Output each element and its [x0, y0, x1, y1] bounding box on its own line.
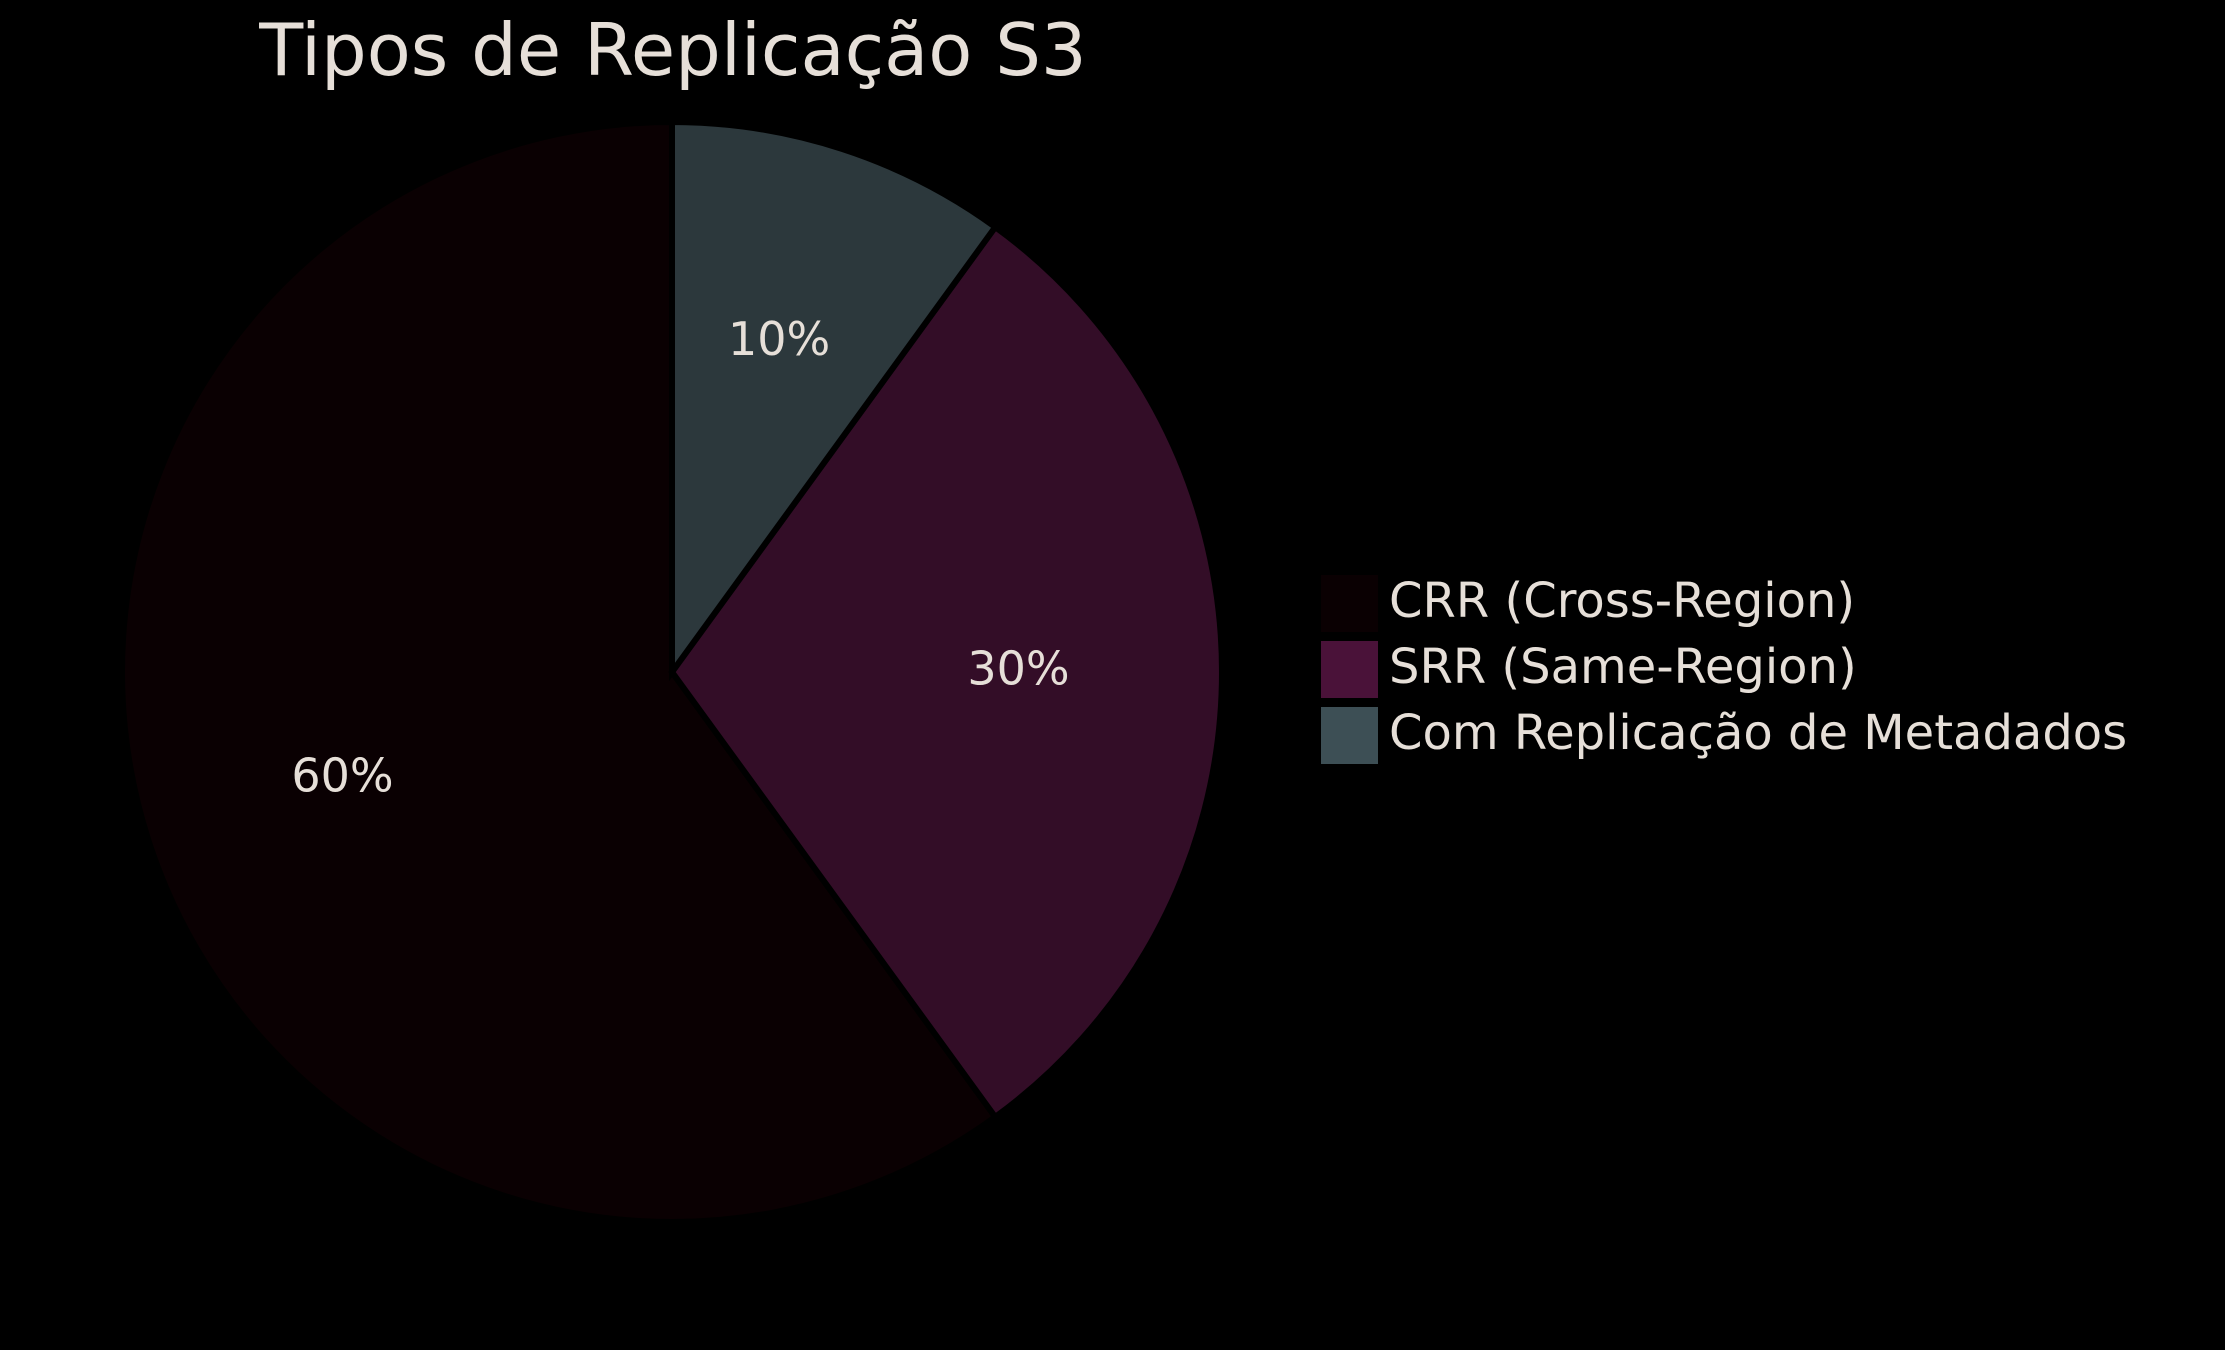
- pie-label-com-replica-o-de-metadados: 10%: [728, 312, 830, 366]
- legend-item-metadata: Com Replicação de Metadados: [1321, 705, 2127, 764]
- pie-slices: [119, 118, 1225, 1225]
- legend-swatch-srr: [1321, 641, 1378, 698]
- pie-slice-crr-cross-region: [119, 118, 1000, 1225]
- pie-slice-labels: 60% 30% 10%: [291, 312, 1069, 803]
- pie-slice-com-replica-o-de-metadados: [669, 118, 1000, 682]
- legend-label-crr: CRR (Cross-Region): [1389, 573, 1855, 629]
- legend-label-metadata: Com Replicação de Metadados: [1389, 705, 2127, 761]
- legend-swatch-metadata: [1321, 707, 1378, 764]
- pie-slice-srr-same-region: [668, 222, 1225, 1122]
- pie-label-srr-same-region: 30%: [967, 642, 1069, 696]
- pie-label-crr-cross-region: 60%: [291, 749, 393, 803]
- chart-title: Tipos de Replicação S3: [258, 8, 1086, 92]
- legend: CRR (Cross-Region) SRR (Same-Region) Com…: [1321, 573, 2127, 764]
- legend-label-srr: SRR (Same-Region): [1389, 639, 1857, 695]
- legend-item-crr: CRR (Cross-Region): [1321, 573, 1855, 632]
- legend-swatch-crr: [1321, 575, 1378, 632]
- legend-item-srr: SRR (Same-Region): [1321, 639, 1857, 698]
